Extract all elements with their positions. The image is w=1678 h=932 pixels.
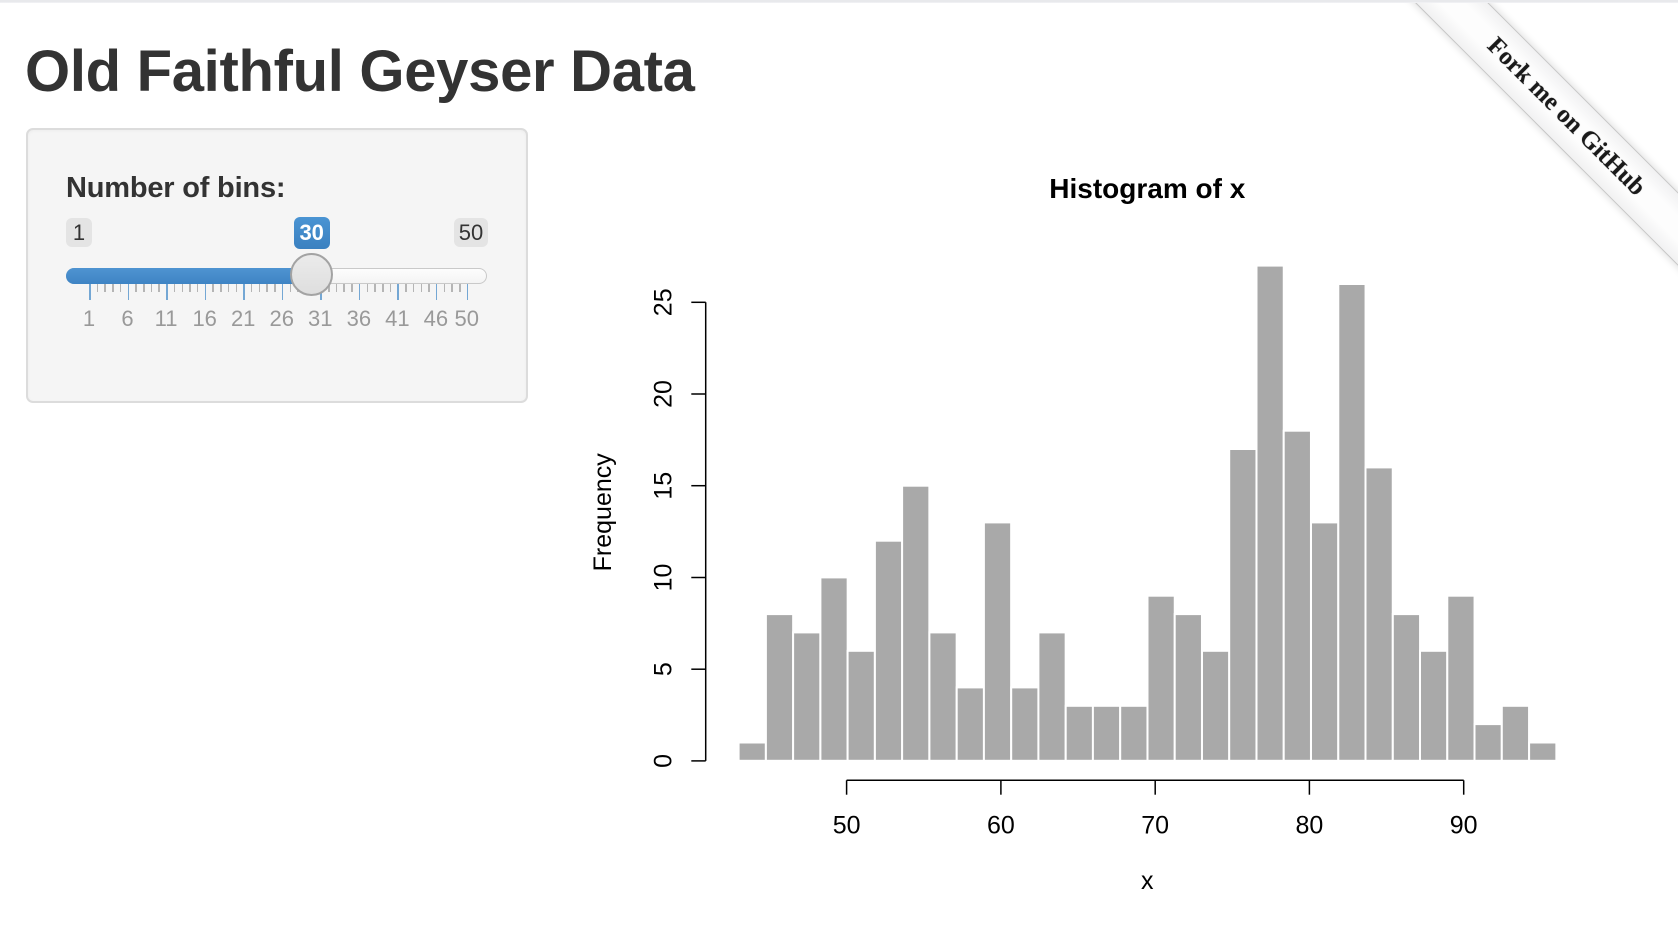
svg-text:25: 25 xyxy=(650,288,678,316)
svg-text:15: 15 xyxy=(650,472,678,500)
svg-text:90: 90 xyxy=(1450,812,1478,840)
svg-text:80: 80 xyxy=(1295,812,1323,840)
svg-text:60: 60 xyxy=(987,812,1015,840)
svg-text:Frequency: Frequency xyxy=(589,453,617,572)
svg-text:10: 10 xyxy=(650,564,678,592)
svg-text:70: 70 xyxy=(1141,812,1169,840)
svg-text:50: 50 xyxy=(833,812,861,840)
svg-text:Histogram of x: Histogram of x xyxy=(1049,173,1245,204)
svg-text:5: 5 xyxy=(650,662,678,676)
svg-text:x: x xyxy=(1141,867,1154,895)
svg-text:0: 0 xyxy=(650,754,678,768)
svg-text:20: 20 xyxy=(650,380,678,408)
